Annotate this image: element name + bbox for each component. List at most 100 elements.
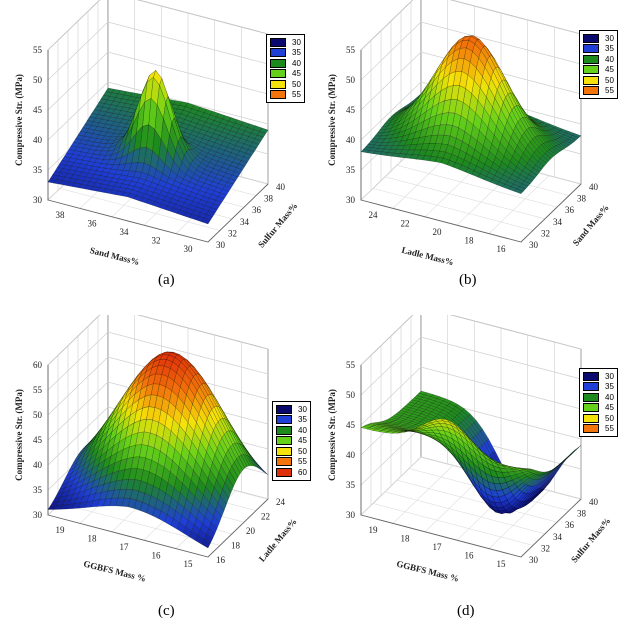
- y-tick-label: 16: [216, 555, 226, 565]
- y-tick-label: 36: [565, 205, 575, 215]
- legend-label: 40: [605, 54, 614, 64]
- legend-swatch: [270, 90, 286, 100]
- x-axis-label: GGBFS Mass %: [82, 558, 147, 583]
- y-tick-label: 38: [577, 509, 587, 519]
- legend-swatch: [276, 467, 292, 477]
- legend-entry: 50: [276, 446, 307, 457]
- z-axis-label: Compressive Str. (MPa): [14, 74, 24, 166]
- legend-swatch: [583, 54, 599, 64]
- x-tick-label: 17: [120, 542, 130, 552]
- legend-label: 45: [605, 65, 614, 75]
- y-axis-label: Sulfur Mass%: [256, 201, 299, 250]
- z-tick-label: 55: [33, 385, 43, 395]
- y-tick-label: 18: [231, 541, 241, 551]
- x-tick-label: 36: [88, 219, 98, 229]
- panel-c: 30 35 40 45 50 55 60 19 18 17 16 15 16 18 20 22 24 Compre…: [0, 315, 312, 629]
- legend-swatch: [583, 382, 599, 392]
- legend-label: 35: [292, 48, 301, 58]
- z-tick-label: 40: [33, 460, 43, 470]
- legend-entry: 35: [583, 44, 614, 55]
- legend-entry: 35: [270, 48, 301, 59]
- legend-swatch: [276, 446, 292, 456]
- legend-label: 30: [298, 404, 307, 414]
- z-tick-label: 60: [33, 360, 43, 370]
- y-tick-label: 24: [276, 497, 286, 507]
- legend-label: 45: [298, 436, 307, 446]
- legend-swatch: [583, 44, 599, 54]
- z-tick-label: 45: [346, 420, 356, 430]
- x-tick-label: 17: [433, 542, 443, 552]
- x-tick-label: 20: [433, 227, 443, 237]
- y-tick-label: 40: [276, 182, 286, 192]
- y-tick-label: 22: [261, 512, 270, 522]
- legend-label: 30: [605, 371, 614, 381]
- y-tick-label: 32: [228, 228, 237, 238]
- z-tick-label: 40: [346, 135, 356, 145]
- legend-label: 50: [298, 446, 307, 456]
- panel-label-d: (d): [457, 603, 475, 619]
- legend-swatch: [583, 403, 599, 413]
- x-axis-label: GGBFS Mass %: [395, 558, 460, 583]
- z-tick-label: 40: [346, 450, 356, 460]
- legend-entry: 30: [583, 371, 614, 382]
- color-legend: 30 35 40 45 50 55: [266, 34, 305, 103]
- x-tick-label: 34: [120, 227, 130, 237]
- legend-label: 55: [605, 424, 614, 434]
- legend-entry: 45: [583, 403, 614, 414]
- legend-label: 40: [298, 425, 307, 435]
- legend-label: 50: [605, 75, 614, 85]
- legend-swatch: [270, 48, 286, 58]
- panel-a: 30 35 40 45 50 55 38 36 34 32 30 30 32 34 36 38 40 Compre…: [0, 0, 312, 314]
- y-tick-label: 32: [541, 228, 550, 238]
- legend-swatch: [276, 457, 292, 467]
- legend-entry: 40: [270, 58, 301, 69]
- z-tick-label: 35: [33, 485, 43, 495]
- legend-swatch: [583, 413, 599, 423]
- z-tick-label: 30: [33, 510, 43, 520]
- legend-entry: 55: [583, 424, 614, 435]
- legend-entry: 50: [583, 413, 614, 424]
- panel-label-a: (a): [158, 272, 175, 288]
- z-tick-label: 35: [346, 165, 356, 175]
- z-tick-label: 40: [33, 135, 43, 145]
- y-tick-label: 34: [240, 217, 250, 227]
- x-tick-label: 18: [401, 534, 411, 544]
- legend-entry: 55: [276, 457, 307, 468]
- y-tick-label: 34: [553, 532, 563, 542]
- legend-label: 45: [292, 69, 301, 79]
- legend-entry: 45: [276, 436, 307, 447]
- legend-swatch: [276, 425, 292, 435]
- z-axis-label: Compressive Str. (MPa): [327, 389, 337, 481]
- legend-label: 50: [292, 79, 301, 89]
- x-axis-label: Sand Mass%: [89, 245, 141, 267]
- legend-label: 60: [298, 467, 307, 477]
- legend-swatch: [270, 79, 286, 89]
- legend-swatch: [276, 436, 292, 446]
- z-tick-label: 55: [346, 360, 356, 370]
- y-tick-label: 30: [216, 240, 226, 250]
- z-tick-label: 50: [33, 410, 43, 420]
- x-tick-label: 15: [184, 559, 194, 569]
- z-tick-label: 55: [346, 45, 356, 55]
- legend-entry: 50: [583, 75, 614, 86]
- x-tick-label: 38: [56, 210, 66, 220]
- x-tick-label: 18: [88, 534, 98, 544]
- legend-swatch: [583, 392, 599, 402]
- legend-entry: 40: [276, 425, 307, 436]
- legend-swatch: [270, 58, 286, 68]
- legend-entry: 55: [583, 86, 614, 97]
- z-tick-label: 45: [33, 435, 43, 445]
- x-tick-label: 16: [465, 550, 475, 560]
- panel-b: 30 35 40 45 50 55 24 22 20 18 16 30 32 34 36 38 40 Compre…: [313, 0, 625, 314]
- x-tick-label: 16: [497, 244, 507, 254]
- legend-entry: 30: [270, 37, 301, 48]
- legend-label: 40: [292, 58, 301, 68]
- y-tick-label: 40: [589, 182, 599, 192]
- x-tick-label: 24: [369, 210, 379, 220]
- legend-swatch: [583, 86, 599, 96]
- legend-entry: 30: [276, 404, 307, 415]
- legend-label: 40: [605, 392, 614, 402]
- surface-mesh: [47, 69, 269, 225]
- legend-entry: 55: [270, 90, 301, 101]
